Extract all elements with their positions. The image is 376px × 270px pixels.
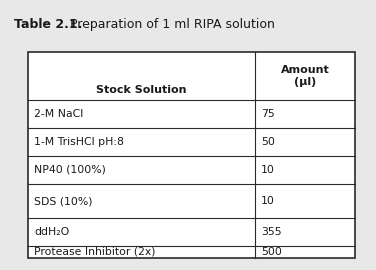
Text: 10: 10 bbox=[261, 196, 275, 206]
Text: 355: 355 bbox=[261, 227, 282, 237]
Bar bbox=[28, 52, 355, 258]
Text: 1-M TrisHCl pH:8: 1-M TrisHCl pH:8 bbox=[34, 137, 124, 147]
Text: Stock Solution: Stock Solution bbox=[96, 85, 187, 95]
Text: SDS (10%): SDS (10%) bbox=[34, 196, 92, 206]
Text: 2-M NaCl: 2-M NaCl bbox=[34, 109, 83, 119]
Text: 10: 10 bbox=[261, 165, 275, 175]
Text: 500: 500 bbox=[261, 247, 282, 257]
Text: ddH₂O: ddH₂O bbox=[34, 227, 69, 237]
Text: Table 2.1.: Table 2.1. bbox=[14, 18, 82, 31]
Text: 75: 75 bbox=[261, 109, 275, 119]
Text: Protease Inhibitor (2x): Protease Inhibitor (2x) bbox=[34, 247, 156, 257]
Text: Preparation of 1 ml RIPA solution: Preparation of 1 ml RIPA solution bbox=[66, 18, 275, 31]
Text: NP40 (100%): NP40 (100%) bbox=[34, 165, 106, 175]
Text: Amount
(μl): Amount (μl) bbox=[280, 65, 329, 87]
Text: 50: 50 bbox=[261, 137, 275, 147]
